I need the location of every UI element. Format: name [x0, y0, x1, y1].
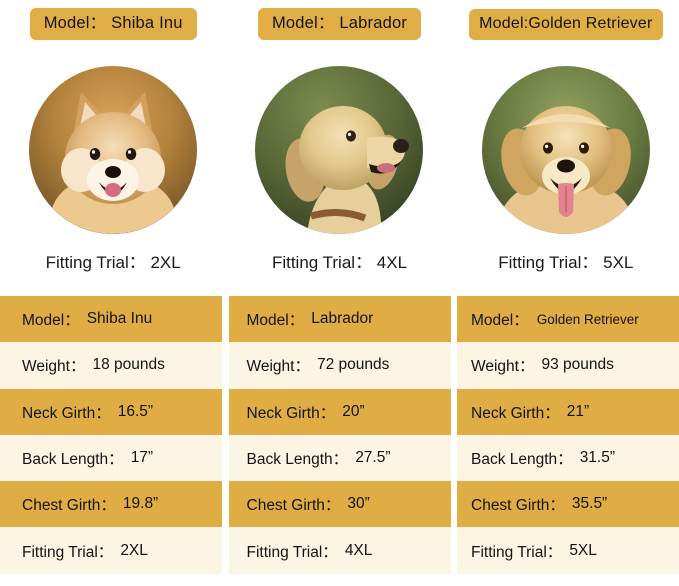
- trial-cell-shiba: Fitting Trial： 2XL: [0, 240, 226, 280]
- spec-row-back-length: Back Length： 17”: [0, 434, 222, 482]
- spec-row-back-length: Back Length： 27.5”: [228, 434, 451, 482]
- spec-row-weight: Weight： 93 pounds: [457, 342, 679, 389]
- spec-value: 5XL: [569, 541, 597, 559]
- spec-value: 20”: [342, 402, 365, 420]
- spec-label: Weight：: [22, 358, 86, 376]
- photo-cell-labrador: [226, 60, 452, 240]
- photo-cell-golden: [453, 60, 679, 240]
- spec-value: 18 pounds: [92, 356, 165, 374]
- golden-retriever-photo: [481, 66, 650, 234]
- spec-row-neck-girth: Neck Girth： 21”: [457, 388, 679, 435]
- spec-label: Back Length：: [246, 451, 349, 469]
- spec-label: Fitting Trial：: [246, 543, 338, 561]
- dog-photo-row: [0, 60, 679, 240]
- spec-label: Fitting Trial：: [22, 543, 114, 561]
- fitting-trial-caption-labrador: Fitting Trial： 4XL: [271, 252, 408, 272]
- spec-value: 72 pounds: [316, 356, 390, 374]
- spec-label: Fitting Trial：: [471, 543, 563, 561]
- fitting-trial-caption-golden: Fitting Trial： 5XL: [498, 252, 634, 272]
- spec-value: 4XL: [344, 541, 373, 559]
- fitting-trial-caption-shiba: Fitting Trial： 2XL: [45, 252, 181, 272]
- spec-row-model: Model： Shiba Inu: [0, 296, 222, 343]
- spec-value: 21”: [566, 402, 590, 420]
- spec-value: 16.5”: [117, 402, 154, 420]
- badge-cell-labrador: Model： Labrador: [226, 0, 452, 48]
- spec-row-model: Model： Labrador: [228, 296, 451, 343]
- spec-label: Model：: [22, 312, 80, 330]
- spec-row-model: Model： Golden Retriever: [457, 296, 679, 343]
- spec-row-neck-girth: Neck Girth： 20”: [228, 388, 451, 435]
- spec-value: 35.5”: [571, 495, 608, 513]
- spec-label: Neck Girth：: [471, 404, 560, 422]
- spec-label: Chest Girth：: [246, 497, 341, 515]
- fitting-trial-caption-row: Fitting Trial： 2XL Fitting Trial： 4XL Fi…: [0, 240, 679, 280]
- spec-value: 93 pounds: [541, 356, 614, 374]
- spec-value: 2XL: [120, 541, 148, 559]
- spec-label: Chest Girth：: [22, 497, 116, 515]
- spec-table-golden: Model： Golden Retriever Weight： 93 pounds …: [457, 296, 679, 574]
- spec-row-chest-girth: Chest Girth： 35.5”: [457, 481, 679, 528]
- model-badge-labrador: Model： Labrador: [257, 8, 422, 40]
- model-badge-text-shiba: Model： Shiba Inu: [43, 14, 183, 33]
- spec-row-fitting-trial: Fitting Trial： 5XL: [457, 527, 679, 574]
- photo-cell-shiba: [0, 60, 226, 240]
- spec-value: 17”: [130, 449, 154, 467]
- spec-value: 27.5”: [355, 449, 391, 467]
- spec-row-chest-girth: Chest Girth： 19.8”: [0, 481, 222, 528]
- spec-value: Labrador: [311, 310, 374, 328]
- spec-row-neck-girth: Neck Girth： 16.5”: [0, 388, 222, 435]
- trial-cell-labrador: Fitting Trial： 4XL: [226, 240, 452, 280]
- spec-row-weight: Weight： 72 pounds: [228, 342, 451, 389]
- spec-row-fitting-trial: Fitting Trial： 4XL: [228, 527, 451, 574]
- spec-label: Back Length：: [22, 451, 124, 469]
- spec-value: 30”: [347, 495, 370, 513]
- spec-row-back-length: Back Length： 31.5”: [457, 434, 679, 482]
- spec-tables: Model： Shiba Inu Weight： 18 pounds Neck Gi…: [0, 296, 679, 574]
- model-badge-text-labrador: Model： Labrador: [271, 14, 408, 33]
- spec-row-fitting-trial: Fitting Trial： 2XL: [0, 527, 222, 574]
- golden-retriever-illustration: [482, 66, 650, 234]
- spec-label: Weight：: [246, 358, 310, 376]
- model-badge-row: Model： Shiba Inu Model： Labrador Model:G…: [0, 0, 679, 48]
- shiba-inu-illustration: [29, 66, 197, 234]
- spec-label: Model：: [246, 312, 305, 330]
- spec-row-weight: Weight： 18 pounds: [0, 342, 222, 389]
- model-badge-golden: Model:Golden Retriever: [469, 8, 663, 40]
- spec-table-shiba: Model： Shiba Inu Weight： 18 pounds Neck Gi…: [0, 296, 222, 574]
- spec-label: Weight：: [471, 358, 535, 376]
- spec-value: Golden Retriever: [536, 311, 639, 327]
- badge-cell-golden: Model:Golden Retriever: [453, 0, 679, 48]
- spec-value: 31.5”: [579, 449, 616, 467]
- spec-label: Neck Girth：: [246, 404, 336, 422]
- labrador-illustration: [255, 66, 423, 234]
- spec-row-chest-girth: Chest Girth： 30”: [228, 481, 451, 528]
- labrador-photo: [255, 66, 424, 234]
- spec-value: 19.8”: [122, 495, 159, 513]
- spec-value: Shiba Inu: [86, 310, 153, 328]
- spec-label: Back Length：: [471, 451, 573, 469]
- shiba-inu-photo: [29, 66, 198, 234]
- trial-cell-golden: Fitting Trial： 5XL: [453, 240, 679, 280]
- badge-cell-shiba: Model： Shiba Inu: [0, 0, 226, 48]
- model-badge-shiba: Model： Shiba Inu: [29, 8, 197, 40]
- spec-table-labrador: Model： Labrador Weight： 72 pounds Neck Gir…: [228, 296, 451, 574]
- spec-label: Model：: [471, 312, 529, 330]
- spec-label: Neck Girth：: [22, 404, 111, 422]
- model-badge-text-golden: Model:Golden Retriever: [479, 14, 653, 32]
- spec-label: Chest Girth：: [471, 497, 565, 515]
